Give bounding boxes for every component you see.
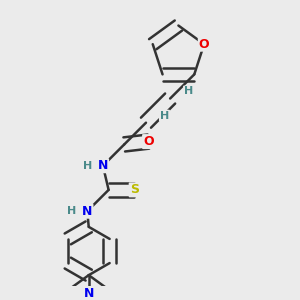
Text: N: N	[82, 205, 92, 218]
Text: O: O	[143, 135, 154, 148]
Text: N: N	[83, 287, 94, 300]
Text: H: H	[160, 111, 169, 121]
Text: O: O	[199, 38, 209, 51]
Text: H: H	[83, 161, 92, 171]
Text: S: S	[130, 183, 139, 196]
Text: H: H	[67, 206, 76, 216]
Text: N: N	[98, 159, 108, 172]
Text: H: H	[184, 86, 193, 96]
